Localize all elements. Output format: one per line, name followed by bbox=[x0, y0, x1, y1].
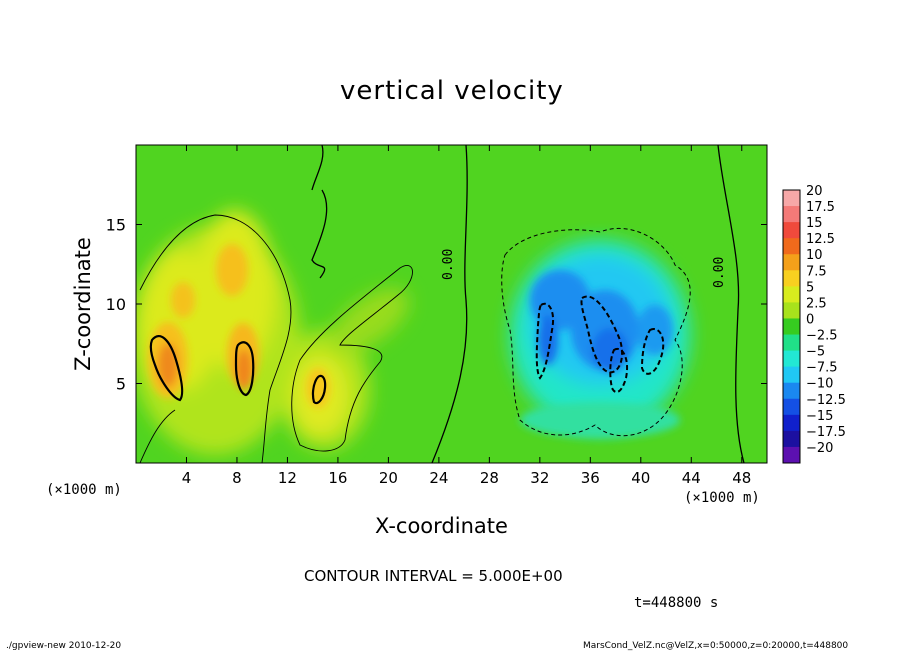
x-tick-label: 40 bbox=[631, 469, 650, 487]
x-tick-label: 32 bbox=[530, 469, 549, 487]
colorbar-swatch bbox=[783, 366, 800, 384]
y-tick-label: 10 bbox=[106, 295, 126, 314]
chart-title: vertical velocity bbox=[340, 76, 564, 106]
colorbar-swatch bbox=[783, 206, 800, 223]
colorbar-label: −17.5 bbox=[806, 425, 846, 440]
colorbar-label: −5 bbox=[806, 345, 825, 360]
time-label: t=448800 s bbox=[634, 595, 719, 611]
colorbar-frame bbox=[782, 189, 801, 464]
colorbar-swatch bbox=[783, 414, 800, 432]
colorbar-swatch bbox=[783, 270, 800, 287]
colorbar-label: 7.5 bbox=[806, 264, 827, 279]
colorbar-label: 20 bbox=[806, 184, 823, 199]
colorbar-label: 17.5 bbox=[806, 200, 835, 215]
colorbar-label: −15 bbox=[806, 409, 833, 424]
colorbar-swatch bbox=[783, 446, 800, 464]
y-tick-label: 15 bbox=[106, 216, 126, 235]
x-tick-label: 44 bbox=[682, 469, 701, 487]
x-axis-unit: (×1000 m) bbox=[684, 490, 760, 506]
x-tick-label: 4 bbox=[182, 469, 192, 487]
colorbar-label: −20 bbox=[806, 441, 833, 456]
x-tick-label: 8 bbox=[232, 469, 242, 487]
y-axis: 5 10 15 bbox=[106, 216, 767, 394]
colorbar-label: −2.5 bbox=[806, 329, 838, 344]
footer-right: MarsCond_VelZ.nc@VelZ,x=0:50000,z=0:2000… bbox=[583, 641, 849, 651]
colorbar-label: 10 bbox=[806, 248, 823, 263]
colorbar-swatch bbox=[783, 238, 800, 255]
contour-interval: CONTOUR INTERVAL = 5.000E+00 bbox=[304, 567, 563, 585]
x-axis: 4 8 12 16 20 24 28 32 36 40 44 48 bbox=[182, 145, 751, 487]
updraft-plume bbox=[331, 288, 409, 352]
colorbar-swatch bbox=[783, 334, 800, 352]
colorbar-label: 5 bbox=[806, 280, 814, 295]
colorbar-swatch bbox=[783, 398, 800, 416]
colorbar-label: 15 bbox=[806, 216, 823, 231]
colorbar-swatch bbox=[783, 302, 800, 319]
footer-left: ./gpview-new 2010-12-20 bbox=[6, 641, 122, 651]
x-tick-label: 36 bbox=[581, 469, 600, 487]
x-tick-label: 48 bbox=[732, 469, 751, 487]
downdraft-contours bbox=[501, 227, 691, 437]
colorbar-swatch bbox=[783, 350, 800, 368]
colorbar-swatch bbox=[783, 382, 800, 400]
velocity-field: 0.00 0.00 bbox=[136, 145, 745, 463]
contour-label-0: 0.00 bbox=[441, 249, 456, 280]
y-tick-label: 5 bbox=[116, 375, 126, 394]
colorbar-swatch bbox=[783, 430, 800, 448]
x-tick-label: 24 bbox=[429, 469, 448, 487]
colorbar-swatch bbox=[783, 254, 800, 271]
x-tick-label: 12 bbox=[278, 469, 297, 487]
colorbar-label: −7.5 bbox=[806, 361, 838, 376]
colorbar-swatch bbox=[783, 190, 800, 207]
y-axis-unit: (×1000 m) bbox=[46, 482, 122, 498]
colorbar-swatch bbox=[783, 318, 800, 336]
colorbar-label: 2.5 bbox=[806, 296, 827, 311]
colorbar-swatch bbox=[783, 286, 800, 303]
colorbar-label: 12.5 bbox=[806, 232, 835, 247]
x-axis-label: X-coordinate bbox=[375, 514, 508, 538]
colorbar-swatch bbox=[783, 222, 800, 239]
x-tick-label: 20 bbox=[379, 469, 398, 487]
y-axis-label: Z-coordinate bbox=[71, 237, 95, 371]
colorbar-label: −10 bbox=[806, 377, 833, 392]
colorbar-label: 0 bbox=[806, 312, 814, 327]
contour-label-1: 0.00 bbox=[712, 257, 727, 288]
x-tick-label: 28 bbox=[480, 469, 499, 487]
updraft-core-contours bbox=[149, 335, 327, 405]
x-tick-label: 16 bbox=[328, 469, 347, 487]
colorbar-label: −12.5 bbox=[806, 393, 846, 408]
zero-contours bbox=[311, 145, 745, 463]
